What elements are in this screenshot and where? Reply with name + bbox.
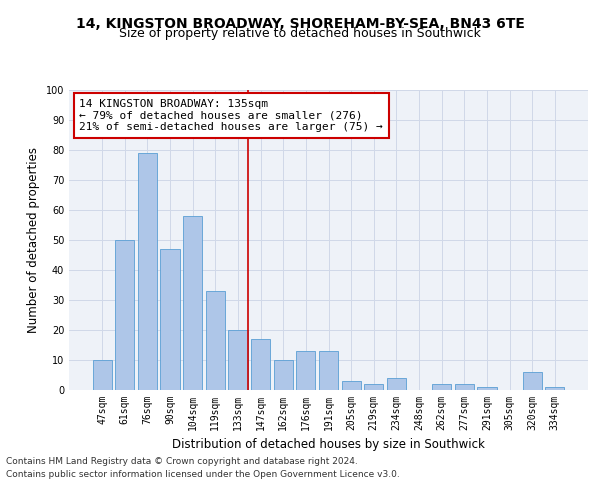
Text: Size of property relative to detached houses in Southwick: Size of property relative to detached ho… <box>119 28 481 40</box>
X-axis label: Distribution of detached houses by size in Southwick: Distribution of detached houses by size … <box>172 438 485 452</box>
Bar <box>296 351 316 390</box>
Bar <box>274 360 293 390</box>
Text: Contains public sector information licensed under the Open Government Licence v3: Contains public sector information licen… <box>6 470 400 479</box>
Bar <box>229 330 248 390</box>
Bar <box>319 351 338 390</box>
Text: 14, KINGSTON BROADWAY, SHOREHAM-BY-SEA, BN43 6TE: 14, KINGSTON BROADWAY, SHOREHAM-BY-SEA, … <box>76 18 524 32</box>
Bar <box>545 387 565 390</box>
Bar <box>477 387 497 390</box>
Bar <box>206 291 225 390</box>
Text: 14 KINGSTON BROADWAY: 135sqm
← 79% of detached houses are smaller (276)
21% of s: 14 KINGSTON BROADWAY: 135sqm ← 79% of de… <box>79 99 383 132</box>
Bar <box>387 378 406 390</box>
Bar <box>92 360 112 390</box>
Bar <box>138 153 157 390</box>
Bar <box>432 384 451 390</box>
Bar <box>341 381 361 390</box>
Bar <box>160 249 180 390</box>
Bar <box>251 339 270 390</box>
Text: Contains HM Land Registry data © Crown copyright and database right 2024.: Contains HM Land Registry data © Crown c… <box>6 458 358 466</box>
Bar <box>115 240 134 390</box>
Bar <box>183 216 202 390</box>
Y-axis label: Number of detached properties: Number of detached properties <box>27 147 40 333</box>
Bar <box>523 372 542 390</box>
Bar <box>455 384 474 390</box>
Bar <box>364 384 383 390</box>
